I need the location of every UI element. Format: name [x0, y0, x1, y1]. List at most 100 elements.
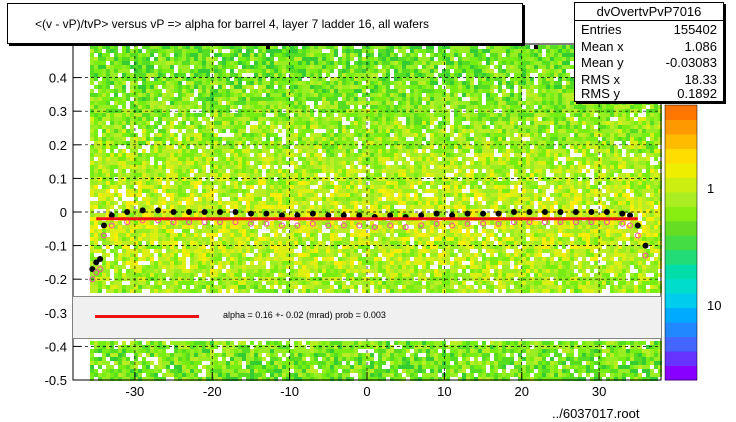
heatmap-cell [102, 121, 106, 125]
heatmap-cell [278, 285, 282, 289]
heatmap-cell [334, 229, 338, 233]
heatmap-cell [222, 65, 226, 69]
heatmap-cell [182, 121, 186, 125]
heatmap-cell [282, 269, 286, 273]
heatmap-cell [346, 277, 350, 281]
heatmap-cell [258, 133, 262, 137]
heatmap-cell [362, 45, 366, 49]
heatmap-cell [218, 153, 222, 157]
heatmap-cell [262, 257, 266, 261]
heatmap-cell [210, 353, 214, 357]
heatmap-cell [98, 89, 102, 93]
heatmap-cell [258, 61, 262, 65]
heatmap-cell [202, 113, 206, 117]
heatmap-cell [122, 289, 126, 293]
heatmap-cell [114, 153, 118, 157]
heatmap-cell [286, 113, 290, 117]
heatmap-cell [374, 349, 378, 353]
heatmap-cell [118, 97, 122, 101]
heatmap-cell [382, 269, 386, 273]
heatmap-cell [202, 357, 206, 361]
heatmap-cell [386, 141, 390, 145]
heatmap-cell [238, 121, 242, 125]
heatmap-cell [106, 189, 110, 193]
heatmap-cell [234, 133, 238, 137]
heatmap-cell [330, 345, 334, 349]
heatmap-cell [214, 345, 218, 349]
heatmap-cell [254, 349, 258, 353]
heatmap-cell [354, 341, 358, 345]
heatmap-cell [126, 269, 130, 273]
heatmap-cell [146, 169, 150, 173]
heatmap-cell [238, 213, 242, 217]
heatmap-cell [142, 177, 146, 181]
heatmap-cell [94, 217, 98, 221]
heatmap-cell [346, 261, 350, 265]
heatmap-cell [250, 77, 254, 81]
heatmap-cell [190, 45, 194, 49]
heatmap-cell [362, 77, 366, 81]
heatmap-cell [370, 145, 374, 149]
heatmap-cell [242, 105, 246, 109]
heatmap-cell [118, 125, 122, 129]
heatmap-cell [194, 261, 198, 265]
heatmap-cell [162, 201, 166, 205]
heatmap-cell [362, 185, 366, 189]
heatmap-cell [394, 189, 398, 193]
heatmap-cell [366, 257, 370, 261]
heatmap-cell [202, 105, 206, 109]
heatmap-cell [254, 61, 258, 65]
heatmap-cell [202, 249, 206, 253]
heatmap-cell [238, 369, 242, 373]
heatmap-cell [138, 141, 142, 145]
heatmap-cell [342, 177, 346, 181]
heatmap-cell [130, 125, 134, 129]
heatmap-cell [350, 157, 354, 161]
heatmap-cell [142, 149, 146, 153]
heatmap-cell [390, 257, 394, 261]
heatmap-cell [390, 249, 394, 253]
heatmap-cell [282, 161, 286, 165]
heatmap-cell [154, 109, 158, 113]
heatmap-cell [178, 225, 182, 229]
heatmap-cell [246, 189, 250, 193]
heatmap-cell [126, 257, 130, 261]
heatmap-cell [134, 197, 138, 201]
heatmap-cell [98, 45, 102, 49]
heatmap-cell [322, 285, 326, 289]
heatmap-cell [302, 125, 306, 129]
heatmap-cell [94, 349, 98, 353]
heatmap-cell [110, 349, 114, 353]
heatmap-cell [290, 81, 294, 85]
heatmap-cell [258, 77, 262, 81]
heatmap-cell [298, 169, 302, 173]
heatmap-cell [142, 237, 146, 241]
heatmap-cell [234, 361, 238, 365]
heatmap-cell [298, 357, 302, 361]
heatmap-cell [382, 113, 386, 117]
heatmap-cell [286, 125, 290, 129]
heatmap-cell [246, 105, 250, 109]
heatmap-cell [286, 105, 290, 109]
heatmap-cell [174, 369, 178, 373]
heatmap-cell [310, 153, 314, 157]
heatmap-cell [310, 169, 314, 173]
heatmap-cell [238, 265, 242, 269]
heatmap-cell [242, 353, 246, 357]
heatmap-cell [162, 261, 166, 265]
heatmap-cell [394, 177, 398, 181]
heatmap-cell [346, 49, 350, 53]
heatmap-cell [210, 245, 214, 249]
heatmap-cell [298, 81, 302, 85]
heatmap-cell [238, 53, 242, 57]
heatmap-cell [166, 49, 170, 53]
heatmap-cell [190, 101, 194, 105]
heatmap-cell [334, 105, 338, 109]
heatmap-cell [102, 117, 106, 121]
heatmap-cell [306, 209, 310, 213]
heatmap-cell [130, 101, 134, 105]
heatmap-cell [222, 265, 226, 269]
heatmap-cell [362, 117, 366, 121]
heatmap-cell [346, 61, 350, 65]
heatmap-cell [174, 45, 178, 49]
